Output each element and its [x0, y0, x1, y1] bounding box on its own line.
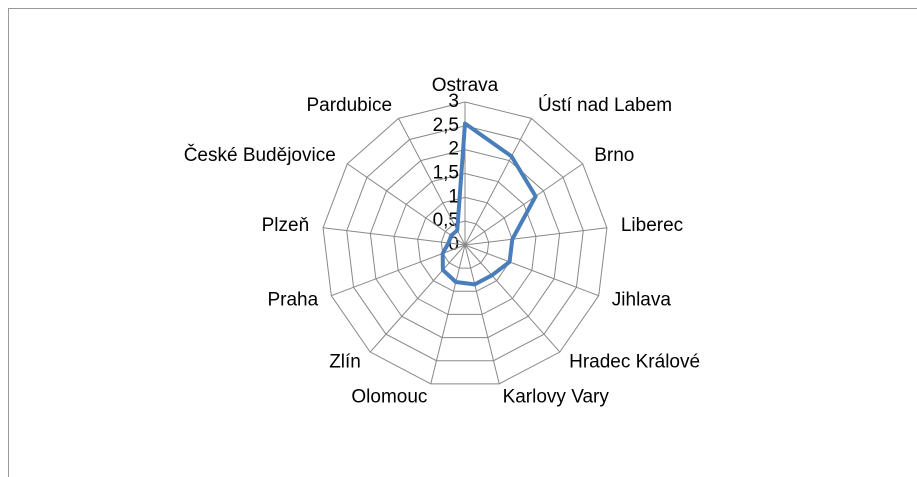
category-label: České Budějovice [184, 144, 336, 166]
spoke [369, 244, 466, 353]
category-label: Karlovy Vary [503, 386, 610, 407]
tick-label: 3 [448, 91, 459, 112]
grid-ring [369, 149, 561, 339]
spoke [322, 227, 466, 246]
category-label: Praha [267, 290, 318, 311]
tick-label: 2,5 [433, 115, 459, 136]
series-line [440, 121, 538, 287]
tick-label: 0 [448, 234, 459, 255]
spoke [464, 244, 500, 384]
category-label: Ústí nad Labem [538, 94, 672, 116]
category-label: Pardubice [306, 95, 392, 116]
grid-ring [417, 196, 513, 292]
category-label: Plzeň [262, 215, 310, 236]
spoke [464, 163, 583, 246]
spoke [464, 118, 532, 246]
category-label: Hradec Králové [569, 352, 700, 373]
spoke [430, 244, 466, 384]
tick-label: 2 [448, 139, 459, 160]
category-label: Ostrava [432, 75, 499, 96]
tick-label: 0,5 [433, 210, 459, 231]
grid-ring [393, 172, 537, 315]
tick-label: 1,5 [433, 163, 459, 184]
category-label: Olomouc [351, 386, 427, 407]
grid-ring [346, 125, 584, 362]
category-label: Liberec [621, 215, 683, 236]
spoke [347, 163, 466, 246]
category-label: Jihlava [612, 290, 672, 311]
spoke [464, 244, 561, 353]
chart-frame [8, 8, 917, 477]
spoke [464, 227, 608, 246]
category-label: Brno [594, 145, 634, 166]
category-label: Zlín [329, 352, 361, 373]
grid-ring [322, 101, 608, 385]
spoke [464, 244, 599, 297]
tick-label: 1 [448, 186, 459, 207]
grid-ring [440, 220, 490, 269]
spoke [398, 118, 466, 246]
